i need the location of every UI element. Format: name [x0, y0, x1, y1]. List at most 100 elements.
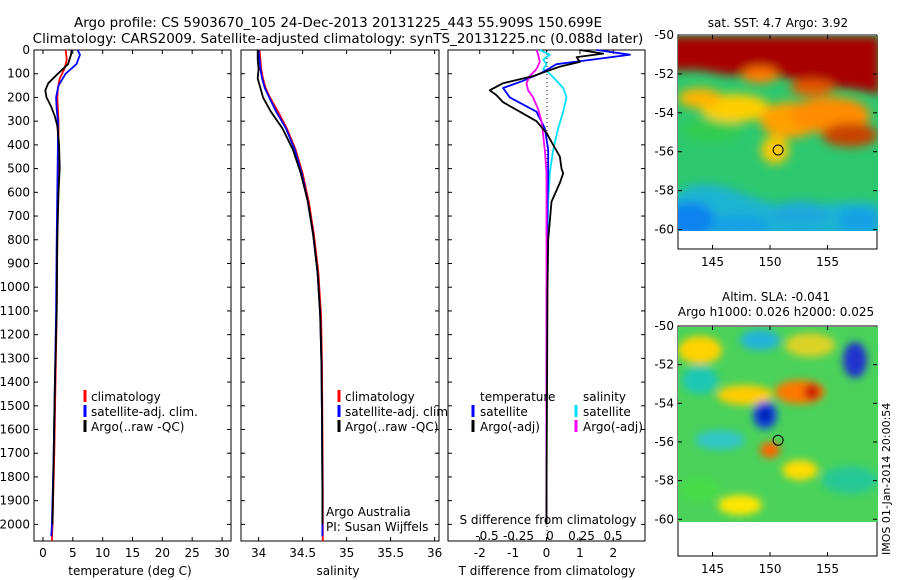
t-difference-axis: -2 -1 0 1 2 [474, 50, 617, 560]
sla-map-title-line2: Argo h1000: 0.026 h2000: 0.025 [678, 305, 874, 319]
salinity-legend: climatology satellite-adj. clim. Argo(..… [337, 390, 452, 434]
difference-depth-ticks [448, 49, 645, 525]
depth-tick-label: 1000 [0, 280, 30, 294]
credit-line-2: PI: Susan Wijffels [326, 520, 428, 534]
profile-line [488, 49, 605, 525]
depth-tick-label: 600 [7, 185, 30, 199]
temperature-panel: 0100200300400500600700800900100011001200… [0, 43, 232, 578]
s-difference-axis-label: S difference from climatology [460, 513, 637, 527]
legend-label-satellite-adj: satellite-adj. clim. [91, 405, 198, 419]
depth-tick-label: 1200 [0, 328, 30, 342]
lat-tick-label: -52 [654, 358, 674, 372]
salinity-axis: 34 34.5 35 35.5 36 [251, 50, 442, 560]
depth-tick-label: 1400 [0, 375, 30, 389]
depth-tick-label: 100 [7, 67, 30, 81]
difference-panel: -2 -1 0 1 2 -0.5 -0.25 0 0.25 0.5 temperature sa… [447, 49, 646, 578]
lat-tick-label: -54 [654, 396, 674, 410]
s-tick-label: 0.25 [568, 529, 595, 543]
x-tick-label: -2 [474, 546, 486, 560]
imos-timestamp: IMOS 01-Jan-2014 20:00:54 [880, 403, 893, 555]
salinity-panel: 34 34.5 35 35.5 36 climatology satellite-adj… [240, 49, 452, 578]
sla-map-axes: -50 -52 -54 -56 -58 -60 145 150 155 [654, 319, 877, 576]
temperature-legend: climatology satellite-adj. clim. Argo(..… [83, 390, 198, 434]
salinity-profiles [256, 49, 324, 541]
lat-tick-label: -58 [654, 184, 674, 198]
legend-title-temperature: temperature [480, 390, 555, 404]
lat-tick-label: -54 [654, 106, 674, 120]
credit-line-1: Argo Australia [326, 505, 411, 519]
depth-tick-label: 1300 [0, 351, 30, 365]
temperature-profiles [44, 49, 81, 542]
sst-map: sat. SST: 4.7 Argo: 3.92 [654, 16, 878, 269]
argo-position-marker [772, 144, 784, 156]
legend-label-climatology: climatology [91, 390, 161, 404]
t-difference-axis-label: T difference from climatology [458, 564, 636, 578]
argo-position-marker [772, 434, 784, 446]
legend-label-s-satellite: satellite [583, 405, 631, 419]
lat-tick-label: -56 [654, 145, 674, 159]
lat-tick-label: -58 [654, 474, 674, 488]
legend-label-t-argo: Argo(-adj) [480, 420, 540, 434]
depth-tick-label: 1500 [0, 399, 30, 413]
x-tick-label: 30 [214, 546, 229, 560]
legend-label-satellite-adj: satellite-adj. clim. [345, 405, 452, 419]
temperature-axis-label: temperature (deg C) [68, 564, 191, 578]
difference-profiles [488, 49, 631, 525]
depth-tick-label: 1600 [0, 423, 30, 437]
lat-tick-label: -60 [654, 512, 674, 526]
lat-tick-label: -50 [654, 28, 674, 42]
lat-tick-label: -56 [654, 435, 674, 449]
depth-axis: 0 100 200 300 400 500 600 700 800 900 1000 1100 1200… [0, 43, 231, 531]
sst-field [678, 36, 878, 231]
x-tick-label: 35.5 [377, 546, 404, 560]
depth-tick-label: 1700 [0, 446, 30, 460]
legend-label-argo: Argo(..raw -QC) [91, 420, 184, 434]
lon-tick-label: 150 [759, 255, 782, 269]
depth-tick-label: 200 [7, 90, 30, 104]
s-tick-label: 0 [546, 529, 554, 543]
depth-tick-label: 0 [22, 43, 30, 57]
x-tick-label: 20 [155, 546, 170, 560]
lat-tick-label: -50 [654, 319, 674, 333]
salinity-axis-label: salinity [316, 564, 359, 578]
depth-tick-label: 1800 [0, 470, 30, 484]
x-tick-label: 35 [339, 546, 354, 560]
s-tick-label: -0.5 [475, 529, 498, 543]
s-difference-axis: -0.5 -0.25 0 0.25 0.5 [475, 529, 622, 543]
x-tick-label: -1 [507, 546, 519, 560]
sst-map-title: sat. SST: 4.7 Argo: 3.92 [708, 16, 848, 30]
legend-label-climatology: climatology [345, 390, 415, 404]
depth-tick-label: 800 [7, 233, 30, 247]
lon-tick-label: 145 [701, 562, 724, 576]
legend-label-s-argo: Argo(-adj) [583, 420, 643, 434]
depth-tick-label: 1900 [0, 494, 30, 508]
temperature-plot-frame [33, 49, 232, 542]
figure-title-line2: Climatology: CARS2009. Satellite-adjuste… [33, 31, 644, 47]
figure-title-line1: Argo profile: CS 5903670_105 24-Dec-2013… [74, 15, 602, 31]
x-tick-label: 34 [251, 546, 266, 560]
lon-tick-label: 155 [816, 562, 839, 576]
legend-label-t-satellite: satellite [480, 405, 528, 419]
x-tick-label: 34.5 [289, 546, 316, 560]
depth-tick-label: 2000 [0, 517, 30, 531]
x-tick-label: 1 [576, 546, 584, 560]
x-tick-label: 15 [125, 546, 140, 560]
s-tick-label: -0.25 [503, 529, 534, 543]
salinity-depth-ticks [241, 49, 439, 525]
legend-title-salinity: salinity [583, 390, 626, 404]
lat-tick-label: -52 [654, 67, 674, 81]
profile-line [256, 50, 324, 525]
x-tick-label: 5 [69, 546, 77, 560]
profile-line [44, 49, 73, 525]
lat-tick-label: -60 [654, 223, 674, 237]
lon-tick-label: 145 [701, 255, 724, 269]
x-tick-label: 0 [543, 546, 551, 560]
x-tick-label: 2 [609, 546, 617, 560]
sla-field [678, 327, 878, 522]
depth-tick-label: 300 [7, 114, 30, 128]
depth-tick-label: 900 [7, 256, 30, 270]
x-tick-label: 36 [427, 546, 442, 560]
sst-map-axes: -50 -52 -54 -56 -58 -60 145 150 155 [654, 28, 877, 269]
temperature-axis: 0 5 10 15 20 25 30 [39, 50, 230, 560]
